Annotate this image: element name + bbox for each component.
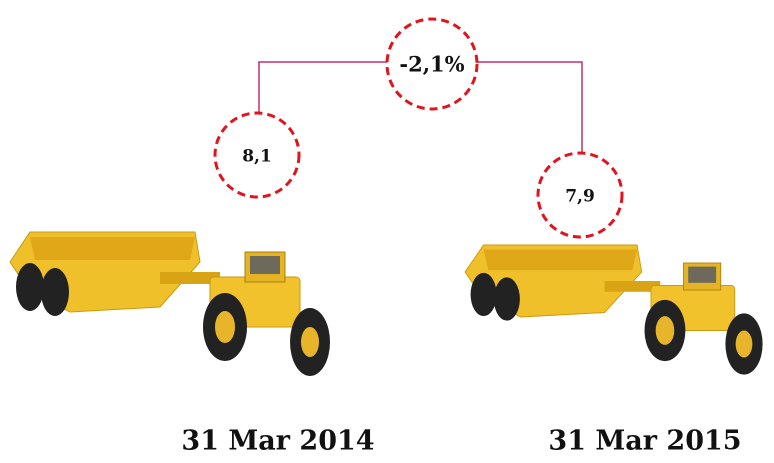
truck-image-2015 [465, 245, 763, 375]
connector-line [476, 62, 582, 153]
value-2014: 8,1 [242, 147, 272, 167]
connector-line [259, 62, 388, 113]
date-2015: 31 Mar 2015 [548, 426, 741, 457]
date-2014: 31 Mar 2014 [181, 426, 374, 457]
change-value: -2,1% [399, 52, 464, 77]
truck-image-2014 [10, 232, 330, 376]
infographic: 8,1 -2,1% 7,9 31 Mar 2014 31 Mar 2015 [0, 0, 774, 463]
value-2015: 7,9 [565, 187, 595, 207]
